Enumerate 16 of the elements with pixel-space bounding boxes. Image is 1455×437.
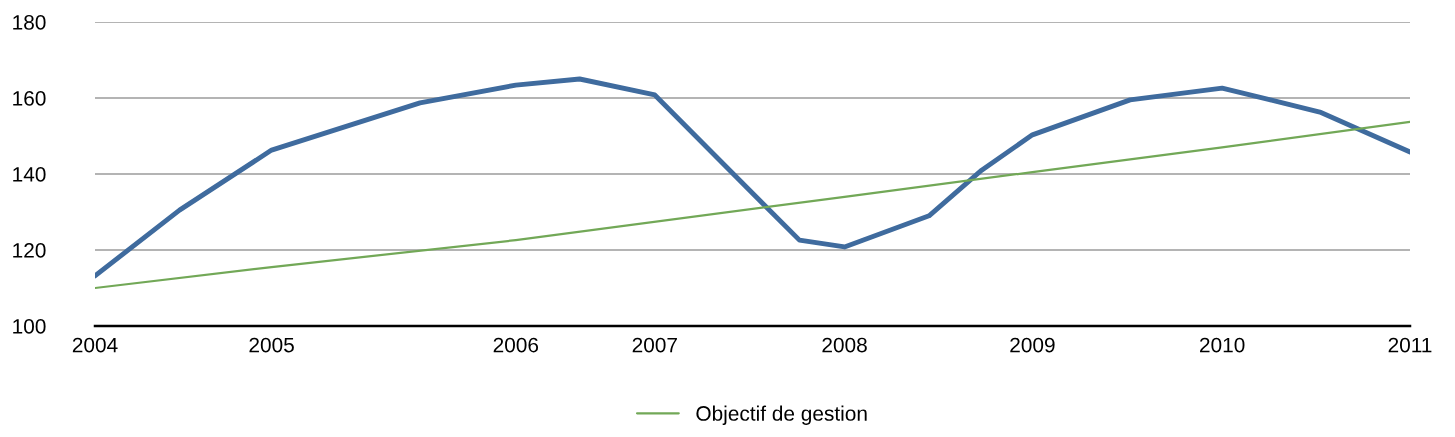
x-tick-label: 2007 [632,337,677,353]
y-tick-label: 180 [13,15,46,30]
x-tick-label: 2004 [72,337,118,353]
x-tick-label: 2008 [822,337,867,353]
x-tick-label: 2010 [1200,337,1245,353]
y-tick-label: 120 [13,243,46,258]
y-tick-label: 100 [13,319,46,334]
legend-label: Objectif de gestion [696,405,867,425]
y-tick-label: 160 [13,91,46,106]
line-series [95,120,1410,290]
line-series [95,76,1410,279]
x-tick-label: 2005 [249,337,294,353]
y-tick-label: 140 [13,167,46,182]
x-tick-label: 2011 [1388,337,1432,353]
x-tick-label: 2006 [493,337,539,353]
x-tick-label: 2009 [1010,337,1055,353]
